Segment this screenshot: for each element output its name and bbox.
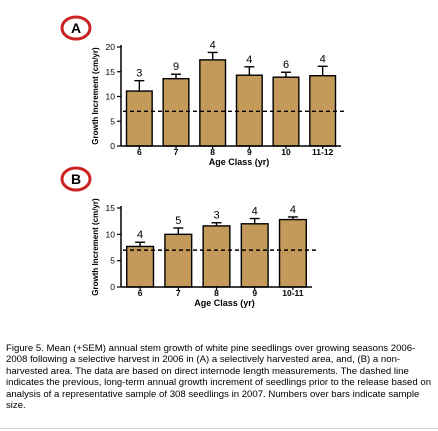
panel-a-sample-size: 4 [210,39,216,51]
panel-b-bar [278,218,307,288]
figure: A 3 6 9 7 4 8 4 9 6 10 4 11-12 0 5 10 15 20 Age Class (yr)… [60,15,347,308]
panel-b-bar [164,233,193,288]
panel-b-y-tick-label: 10 [106,229,116,239]
panel-a-x-tick-label: 10 [281,147,291,157]
panel-b-x-tick-label: 6 [138,288,143,298]
panel-b-bar [126,245,155,288]
panel-b-y-tick-label: 15 [106,203,116,213]
panel-a-label: A [71,20,81,36]
panel-a-sample-size: 3 [136,68,142,80]
panel-a-sample-size: 4 [320,53,326,65]
panel-b-sample-size: 5 [175,215,181,227]
panel-b-x-tick-label: 7 [176,288,181,298]
panel-a-x-tick-label: 11-12 [312,147,334,157]
panel-a-y-axis-label: Growth Increment (cm/yr) [91,47,100,145]
panel-a-sample-size: 9 [173,61,179,73]
panel-a-x-axis-label: Age Class (yr) [209,157,270,167]
panel-b-label-circle [60,166,92,192]
panel-a-x-tick-label: 9 [247,147,252,157]
panel-a-bar [125,90,153,147]
figure-caption: Figure 5. Mean (+SEM) annual stem growth… [6,343,432,412]
panel-a-y-tick-label: 0 [110,141,115,151]
panel-a-y-tick-label: 10 [106,92,116,102]
panel-a-bar [162,77,190,147]
panel-a-sample-size: 4 [246,54,252,66]
panel-a-y-tick-label: 15 [106,67,116,77]
panel-a-x-tick-label: 7 [174,147,179,157]
panel-a-bar [235,74,263,147]
panel-b-sample-size: 4 [137,229,143,241]
panel-b-y-axis-label: Growth Increment (cm/yr) [91,198,100,296]
panel-b-y-tick-label: 0 [110,282,115,292]
divider [0,428,438,429]
panel-a-sample-size: 6 [283,59,289,71]
panel-b-y-tick-label: 5 [110,256,115,266]
panel-b-bar [202,225,231,288]
panel-b-sample-size: 3 [213,210,219,222]
panel-b-x-axis-label: Age Class (yr) [194,298,255,308]
panel-b-x-tick-label: 10-11 [282,288,304,298]
panel-b-x-tick-label: 8 [214,288,219,298]
panel-b-label: B [71,171,81,187]
panel-b-sample-size: 4 [290,204,296,216]
panel-a-x-tick-label: 6 [137,147,142,157]
panel-a-x-tick-label: 8 [210,147,215,157]
panel-a-label-circle [60,15,92,41]
panel-a-bar [199,59,227,147]
panel-a-y-tick-label: 5 [110,116,115,126]
panel-a-y-tick-label: 20 [106,42,116,52]
panel-b-sample-size: 4 [252,206,258,218]
panel-b-bar [240,223,269,288]
panel-b-x-tick-label: 9 [252,288,257,298]
